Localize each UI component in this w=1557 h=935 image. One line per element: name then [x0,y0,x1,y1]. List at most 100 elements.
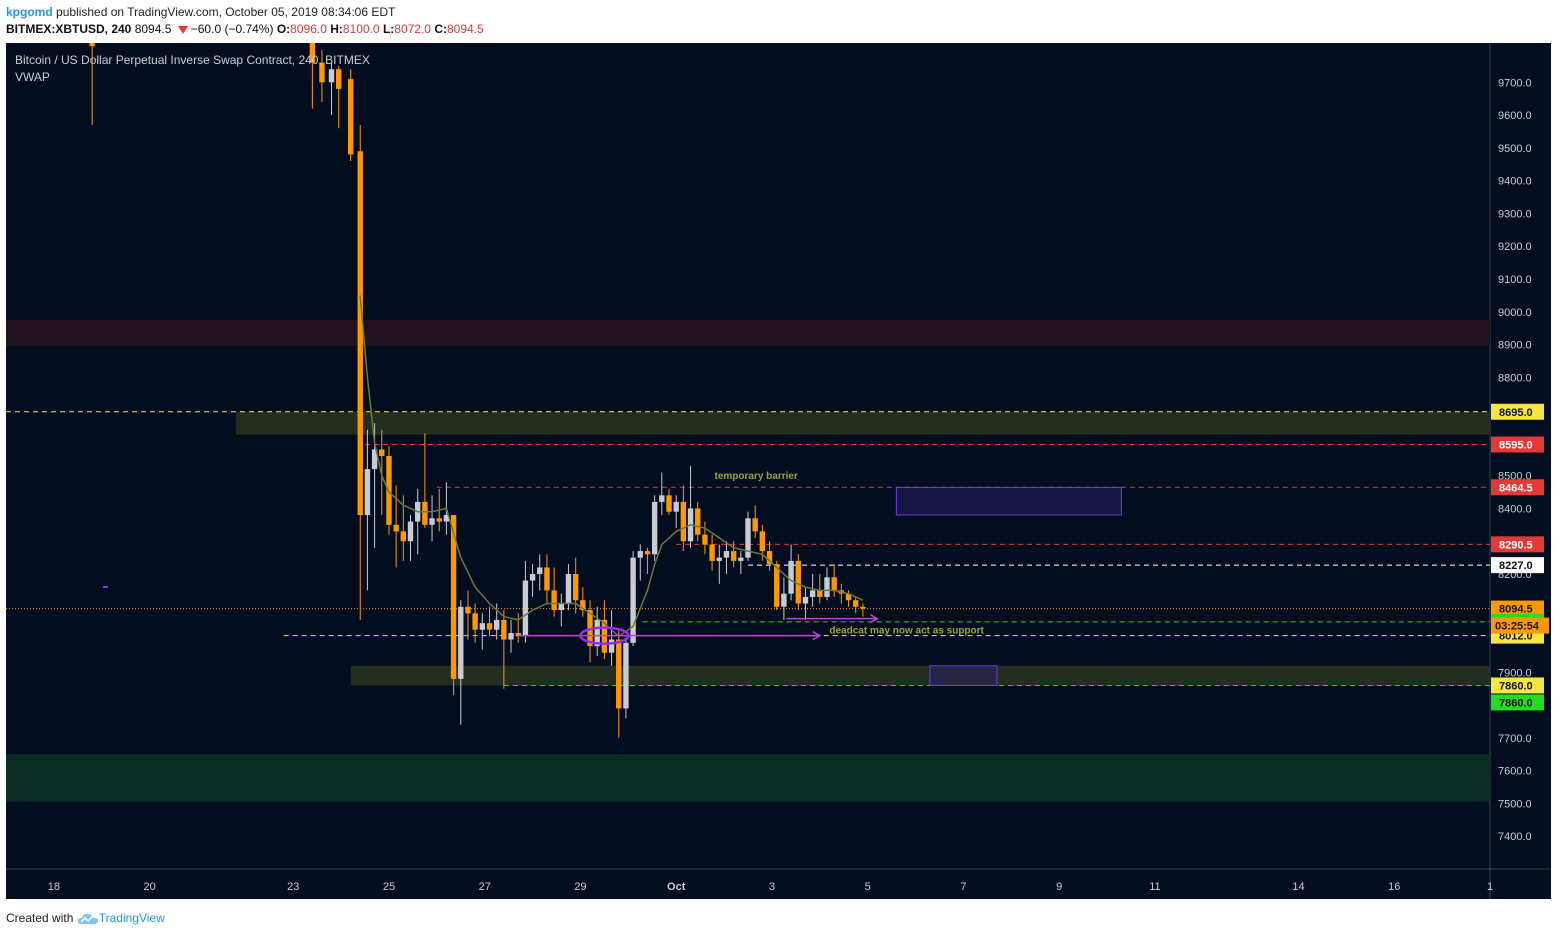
annotations-layer: temporary barrier deadcat may now act as … [518,471,985,645]
candle-71[interactable] [824,567,830,601]
candle-5[interactable] [347,69,354,161]
zone-0[interactable] [6,319,1490,347]
arrow-1[interactable] [786,613,879,624]
y-tick-label: 9500.0 [1498,143,1532,155]
created-with: Created with TradingView [6,911,165,926]
x-tick-label: 5 [865,881,871,893]
candle-59[interactable] [738,551,744,574]
candle-32[interactable] [544,554,550,604]
candle-21[interactable] [465,590,471,640]
vwap-line[interactable] [359,295,864,638]
vwap-layer [359,295,864,638]
candle-47[interactable] [651,495,658,561]
candle-45[interactable] [637,544,643,581]
candle-55[interactable] [709,534,715,571]
candle-60[interactable] [745,511,751,561]
candle-76[interactable] [860,603,866,617]
candle-67[interactable] [795,554,801,611]
zones-layer [6,319,1491,802]
price-badge-3: 8290.5 [1491,536,1544,553]
candle-70[interactable] [817,574,823,604]
x-axis-labels: 18 20 23 25 27 29 Oct 3 5 7 9 11 14 16 1 [48,881,1493,893]
zone-1[interactable] [235,411,1490,435]
candle-61[interactable] [752,505,758,538]
candle-27[interactable] [508,619,514,653]
candle-41[interactable] [608,610,615,666]
candle-7[interactable] [364,429,371,591]
candle-49[interactable] [666,488,672,515]
candle-3[interactable] [328,62,335,116]
candle-31[interactable] [537,554,543,591]
candle-50[interactable] [673,495,679,529]
arrow-0[interactable] [518,630,822,641]
candle-0[interactable] [89,43,95,125]
price-axis[interactable] [1490,43,1551,869]
annotation-0[interactable]: temporary barrier [714,471,797,482]
candle-42[interactable] [616,629,622,738]
candle-51[interactable] [680,485,687,552]
candle-46[interactable] [644,547,651,574]
candle-26[interactable] [501,610,507,689]
svg-text:03:25:54: 03:25:54 [1495,621,1540,633]
candle-13[interactable] [407,515,414,561]
price-badge-2: 8464.5 [1491,479,1544,496]
candle-29[interactable] [522,560,529,643]
candle-69[interactable] [809,574,816,607]
candle-54[interactable] [702,521,708,555]
candle-30[interactable] [529,564,536,597]
candle-37[interactable] [580,587,586,617]
candle-20[interactable] [458,600,464,725]
candle-23[interactable] [479,613,486,650]
candle-24[interactable] [486,606,493,637]
candle-4[interactable] [336,65,342,129]
annotation-1[interactable]: deadcat may now act as support [829,626,984,637]
box-0[interactable] [895,486,1122,516]
candle-48[interactable] [659,472,665,515]
y-tick-label: 9400.0 [1498,176,1532,188]
y-tick-label: 8400.0 [1498,503,1532,515]
time-axis[interactable] [6,869,1551,899]
y-tick-label: 8900.0 [1498,340,1532,352]
zone-2[interactable] [350,665,1491,686]
candle-43[interactable] [623,639,629,719]
box-1[interactable] [929,665,998,686]
candle-72[interactable] [831,564,837,597]
candle-39[interactable] [594,606,600,656]
price-chart[interactable]: temporary barrier deadcat may now act as … [0,43,1557,903]
ellipse-marker[interactable] [579,626,630,645]
candle-66[interactable] [788,544,794,601]
candle-68[interactable] [802,587,809,620]
candle-6[interactable] [357,124,363,620]
candle-35[interactable] [565,564,572,611]
price-change: −60.0 (−0.74%) [190,22,274,36]
candle-53[interactable] [695,501,701,542]
candle-44[interactable] [630,551,636,647]
candle-34[interactable] [558,593,564,627]
author-link[interactable]: kpgomd [6,5,53,19]
candle-65[interactable] [781,577,787,620]
candle-75[interactable] [853,596,859,614]
candle-63[interactable] [766,541,773,571]
candle-57[interactable] [723,541,730,574]
svg-text:8290.5: 8290.5 [1499,539,1533,551]
candle-12[interactable] [400,495,407,561]
candle-19[interactable] [450,515,457,696]
candle-56[interactable] [716,544,722,584]
candle-33[interactable] [551,567,557,617]
candle-16[interactable] [429,495,435,542]
candle-58[interactable] [730,541,737,568]
tradingview-brand[interactable]: TradingView [98,911,165,925]
y-tick-label: 9200.0 [1498,241,1532,253]
plot-background[interactable] [6,43,1490,869]
down-triangle-icon [177,25,188,34]
candle-28[interactable] [515,613,521,643]
candle-64[interactable] [774,560,780,611]
created-with-text: Created with [6,911,74,925]
zone-3[interactable] [6,754,1490,802]
candle-1[interactable] [309,43,316,109]
low-label: L: [382,22,395,36]
x-tick-label: 16 [1388,881,1400,893]
candle-2[interactable] [319,49,325,102]
x-tick-label: 29 [574,881,586,893]
candle-22[interactable] [472,603,478,643]
